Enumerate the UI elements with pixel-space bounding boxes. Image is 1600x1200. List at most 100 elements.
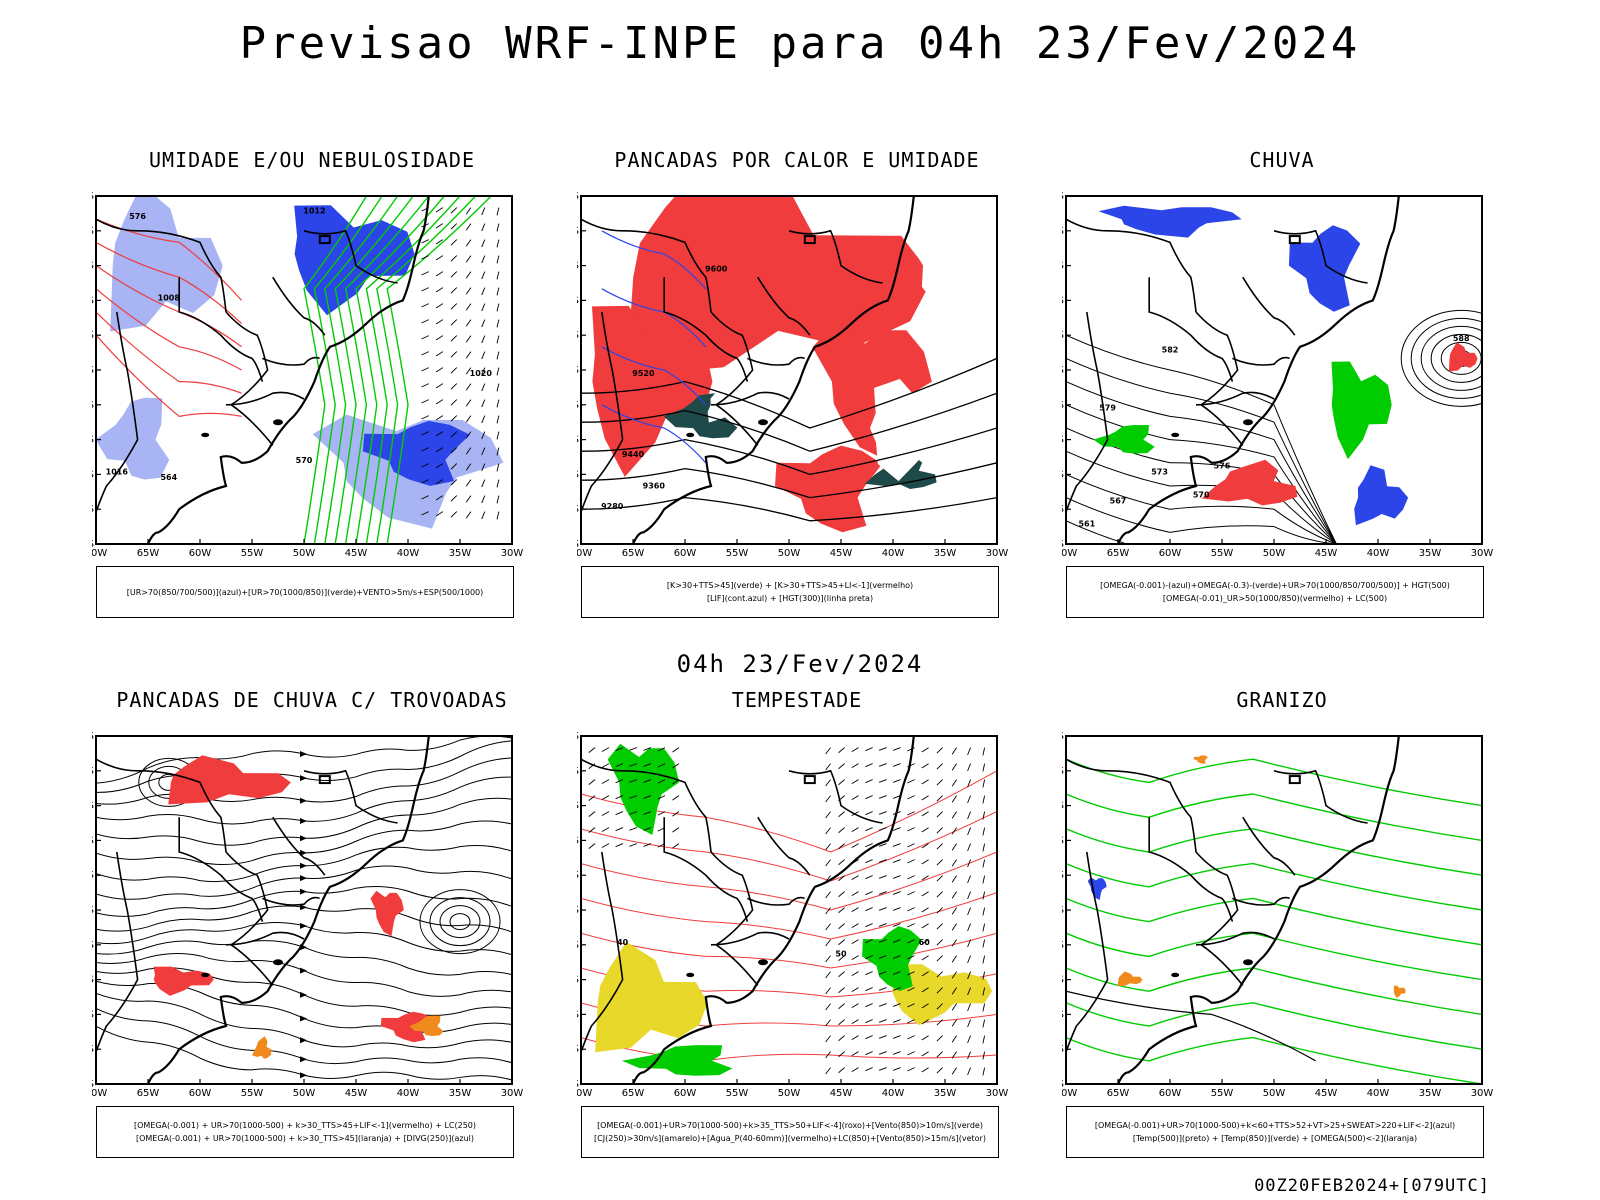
political-border bbox=[225, 311, 274, 446]
wind-vector bbox=[851, 1003, 859, 1009]
wind-vector bbox=[435, 415, 444, 421]
lat-label: 15S bbox=[1062, 766, 1064, 777]
wind-vector bbox=[825, 1019, 831, 1027]
wind-vector bbox=[865, 939, 873, 944]
wind-vector bbox=[465, 447, 472, 455]
legend-line: [OMEGA(-0.001)+UR>70(1000-500)+k>35_TTS>… bbox=[597, 1121, 983, 1130]
wind-vector bbox=[865, 1019, 873, 1024]
wind-vector bbox=[892, 1019, 901, 1023]
wind-vector bbox=[672, 811, 680, 817]
coastline bbox=[631, 736, 915, 1084]
wind-vector bbox=[865, 955, 873, 960]
wind-vector bbox=[825, 939, 831, 947]
lon-label: 45W bbox=[345, 548, 368, 559]
wind-vector bbox=[921, 891, 929, 897]
wind-vector bbox=[878, 827, 887, 831]
low-level-humidity-contour bbox=[303, 196, 368, 544]
political-border bbox=[581, 758, 712, 853]
wind-vector bbox=[951, 987, 957, 995]
low-level-humidity-contour bbox=[313, 196, 383, 544]
political-border bbox=[1066, 758, 1197, 853]
temperature-850-contour bbox=[1066, 1036, 1482, 1084]
wind-vector bbox=[629, 827, 638, 831]
low-level-wind-area bbox=[607, 743, 680, 835]
map-background bbox=[1066, 736, 1482, 1084]
wind-vector bbox=[629, 811, 638, 815]
contour-label: 579 bbox=[1099, 404, 1116, 413]
wind-vector bbox=[838, 987, 845, 994]
wind-vector bbox=[907, 859, 915, 864]
wind-vector bbox=[838, 923, 845, 930]
map-content: 588 582 579 576 573 570 567 561 bbox=[1066, 196, 1482, 544]
political-border bbox=[178, 277, 264, 382]
wind-vector bbox=[421, 383, 429, 388]
lat-label: 39S bbox=[577, 1044, 579, 1055]
lat-label: 12S bbox=[577, 731, 579, 742]
wind-vector bbox=[907, 891, 915, 896]
wind-vector bbox=[907, 1051, 915, 1056]
wind-vector bbox=[878, 875, 887, 879]
contour-label: 9280 bbox=[601, 502, 624, 511]
wind-vector bbox=[851, 955, 859, 961]
rain-area bbox=[1354, 465, 1409, 526]
lat-label: 24S bbox=[1062, 870, 1064, 881]
height-500-contour bbox=[1066, 473, 1337, 544]
wind-vector bbox=[878, 763, 887, 767]
wind-vector bbox=[672, 827, 680, 833]
political-border bbox=[1066, 311, 1109, 515]
low-level-humidity-contour bbox=[386, 196, 492, 544]
wind-vector bbox=[825, 827, 831, 835]
political-border bbox=[96, 218, 227, 313]
wind-vector bbox=[892, 1035, 901, 1039]
lat-label: 21S bbox=[92, 295, 94, 306]
wind-vector bbox=[435, 463, 444, 469]
wind-vector bbox=[878, 779, 887, 783]
wind-vector bbox=[892, 955, 901, 959]
lat-label: 15S bbox=[1062, 226, 1064, 237]
wind-vector bbox=[465, 383, 472, 391]
coastline bbox=[1116, 736, 1400, 1084]
wind-vector bbox=[496, 479, 500, 488]
wind-vector bbox=[921, 827, 929, 833]
lon-label: 65W bbox=[1107, 548, 1130, 559]
wind-vector bbox=[878, 907, 887, 911]
streamline-arrow bbox=[300, 797, 307, 804]
wind-vector bbox=[435, 511, 444, 517]
wind-vector bbox=[838, 891, 845, 898]
wind-vector bbox=[496, 303, 500, 312]
streamline-arrow bbox=[300, 775, 307, 782]
wind-vector bbox=[936, 795, 943, 802]
lagoon bbox=[273, 419, 283, 426]
contour-label: 40 bbox=[617, 938, 629, 947]
high-center-contour bbox=[1430, 333, 1482, 383]
streamline-arrow bbox=[300, 835, 307, 842]
wind-vector bbox=[615, 811, 624, 816]
panel-rain: CHUVA 588 582 579 576 573 570 567 561 12S 15S 18S 2… bbox=[1062, 148, 1502, 623]
wind-vector bbox=[951, 923, 957, 931]
lon-label: 35W bbox=[1419, 1088, 1442, 1099]
wind-vector bbox=[450, 303, 458, 310]
lat-label: 24S bbox=[577, 870, 579, 881]
wind-vector bbox=[465, 271, 472, 279]
political-border bbox=[225, 931, 305, 946]
lagoon bbox=[201, 432, 210, 438]
panel-title: PANCADAS DE CHUVA C/ TROVOADAS bbox=[116, 688, 508, 712]
wind-vector bbox=[921, 747, 929, 753]
strong-ascent-area bbox=[1193, 755, 1209, 764]
lon-label: 45W bbox=[1315, 1088, 1338, 1099]
wind-vector bbox=[951, 875, 957, 883]
wind-vector bbox=[629, 779, 638, 783]
contour-label: 570 bbox=[1193, 491, 1210, 500]
lat-label: 42S bbox=[577, 539, 579, 550]
wind-vector bbox=[825, 987, 831, 995]
wind-vector bbox=[588, 811, 596, 817]
lat-label: 36S bbox=[1062, 1009, 1064, 1020]
contour-label: 9600 bbox=[705, 264, 728, 273]
lon-label: 30W bbox=[986, 548, 1009, 559]
wind-vector bbox=[982, 827, 986, 836]
wind-vector bbox=[951, 779, 957, 787]
wind-vector bbox=[921, 987, 929, 993]
wind-vector bbox=[643, 811, 652, 815]
wind-vector bbox=[435, 479, 444, 485]
wind-vector bbox=[967, 1035, 972, 1044]
